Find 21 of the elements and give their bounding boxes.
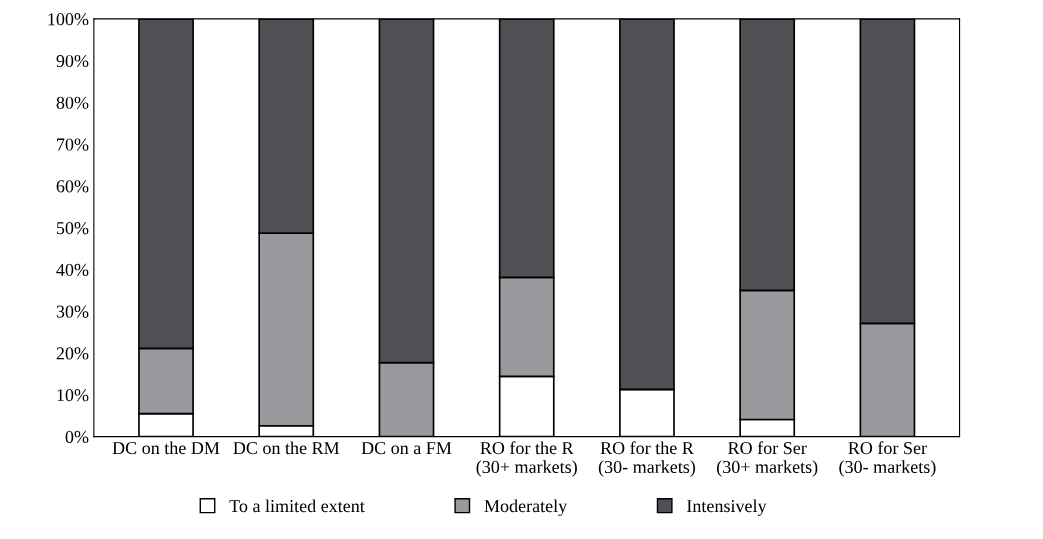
x-tick-label: DC on the DM	[112, 441, 220, 455]
x-tick-label: RO for Ser (30+ markets)	[717, 441, 818, 477]
y-tick-label: 100%	[48, 13, 89, 26]
x-tick-label: RO for the R (30+ markets)	[476, 441, 577, 477]
legend-label: To a limited extent	[229, 499, 365, 513]
y-tick-label: 0%	[65, 430, 89, 444]
y-tick-label: 30%	[56, 305, 89, 318]
x-tick-label: RO for Ser (30- markets)	[839, 441, 936, 477]
y-tick-label: 40%	[56, 263, 89, 276]
x-tick-label: DC on the RM	[233, 441, 340, 455]
y-tick-label: 70%	[57, 138, 89, 151]
legend-label: Moderately	[484, 499, 568, 516]
y-tick-label: 50%	[56, 221, 89, 235]
y-tick-label: 90%	[56, 54, 89, 68]
y-tick-label: 60%	[56, 180, 89, 193]
y-tick-label: 10%	[57, 389, 89, 402]
x-tick-label: RO for the R (30- markets)	[598, 441, 696, 477]
y-tick-label: 20%	[56, 347, 89, 360]
x-tick-label: DC on a FM	[361, 442, 452, 455]
y-tick-label: 80%	[56, 96, 89, 109]
legend-label: Intensively	[687, 499, 767, 516]
